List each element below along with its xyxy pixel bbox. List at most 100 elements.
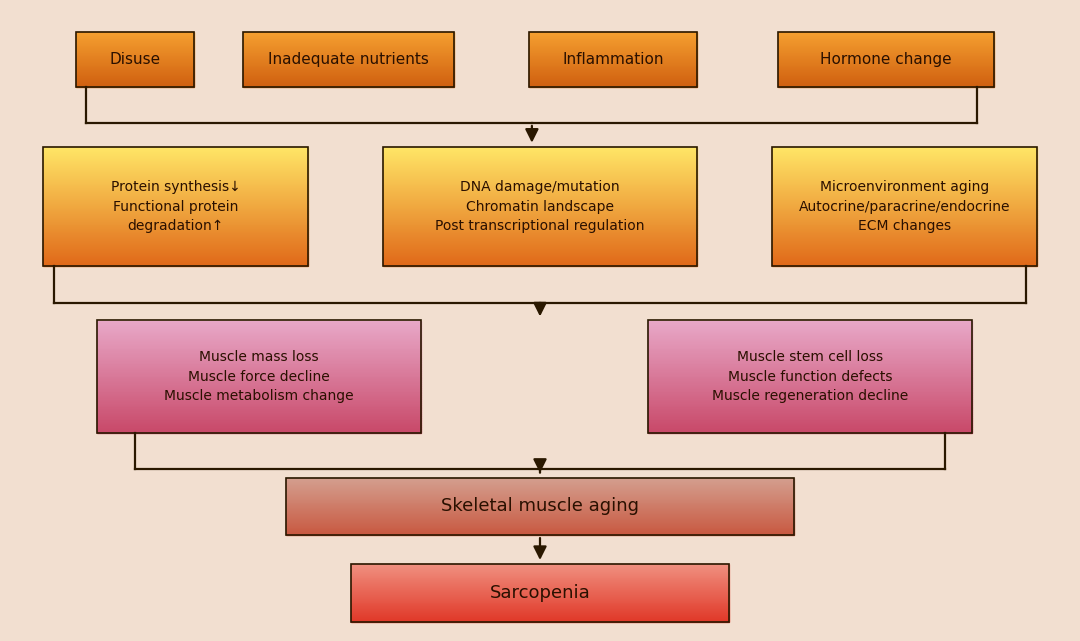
Bar (778, 73, 994, 74)
Bar (97, 351, 421, 353)
Bar (778, 53, 994, 54)
Bar (383, 224, 697, 226)
Text: Inadequate nutrients: Inadequate nutrients (268, 52, 429, 67)
Bar (243, 47, 454, 48)
Bar (97, 386, 421, 388)
Bar (351, 573, 729, 574)
Bar (97, 408, 421, 410)
Bar (383, 244, 697, 246)
Bar (97, 343, 421, 345)
Bar (97, 330, 421, 332)
Bar (529, 85, 697, 86)
Bar (43, 147, 308, 266)
Bar (529, 40, 697, 41)
Bar (286, 517, 794, 518)
Bar (351, 569, 729, 570)
Bar (351, 583, 729, 585)
Bar (383, 183, 697, 185)
Bar (43, 199, 308, 201)
Bar (43, 189, 308, 191)
Bar (97, 358, 421, 360)
Bar (529, 76, 697, 78)
Bar (529, 61, 697, 62)
Bar (648, 386, 972, 388)
Bar (76, 85, 194, 86)
Bar (351, 587, 729, 588)
Bar (286, 532, 794, 533)
Bar (76, 32, 194, 33)
Bar (383, 260, 697, 262)
Bar (243, 52, 454, 53)
Bar (286, 526, 794, 527)
Bar (97, 322, 421, 324)
Bar (383, 171, 697, 173)
Bar (772, 179, 1037, 181)
Bar (772, 262, 1037, 264)
Bar (43, 183, 308, 185)
Bar (772, 235, 1037, 237)
Bar (772, 187, 1037, 189)
Bar (97, 324, 421, 326)
Bar (383, 256, 697, 258)
Bar (243, 61, 454, 62)
Bar (76, 74, 194, 75)
Text: Disuse: Disuse (109, 52, 161, 67)
Bar (778, 54, 994, 56)
Bar (97, 326, 421, 328)
Bar (529, 73, 697, 74)
Bar (76, 36, 194, 37)
Bar (76, 65, 194, 67)
Bar (97, 414, 421, 416)
Bar (772, 224, 1037, 226)
Bar (351, 586, 729, 587)
Bar (286, 497, 794, 499)
Bar (529, 78, 697, 79)
Bar (383, 179, 697, 181)
Bar (351, 578, 729, 579)
Bar (529, 54, 697, 56)
Bar (772, 149, 1037, 151)
Bar (351, 609, 729, 610)
Bar (97, 394, 421, 395)
Bar (351, 620, 729, 622)
Bar (772, 252, 1037, 254)
Bar (383, 226, 697, 228)
Bar (97, 335, 421, 337)
Bar (529, 63, 697, 64)
Bar (351, 613, 729, 614)
Bar (286, 490, 794, 491)
Bar (648, 320, 972, 433)
Bar (648, 332, 972, 333)
Bar (648, 397, 972, 399)
Bar (286, 489, 794, 490)
Bar (383, 157, 697, 159)
Bar (383, 203, 697, 204)
Bar (243, 78, 454, 79)
Bar (76, 79, 194, 80)
Bar (648, 431, 972, 433)
Bar (43, 260, 308, 262)
Bar (772, 147, 1037, 149)
Bar (772, 157, 1037, 159)
Text: Sarcopenia: Sarcopenia (489, 584, 591, 602)
Bar (286, 523, 794, 524)
Bar (243, 81, 454, 82)
Bar (351, 566, 729, 567)
Bar (351, 597, 729, 599)
Bar (76, 69, 194, 71)
Bar (43, 187, 308, 189)
Bar (43, 250, 308, 252)
Bar (648, 412, 972, 414)
Bar (43, 237, 308, 238)
Bar (383, 222, 697, 224)
Bar (778, 42, 994, 43)
Bar (97, 388, 421, 390)
Bar (76, 40, 194, 41)
Bar (76, 76, 194, 78)
Bar (97, 356, 421, 358)
Bar (286, 528, 794, 529)
Bar (778, 60, 994, 61)
Bar (286, 494, 794, 495)
Bar (286, 478, 794, 479)
Bar (648, 349, 972, 351)
